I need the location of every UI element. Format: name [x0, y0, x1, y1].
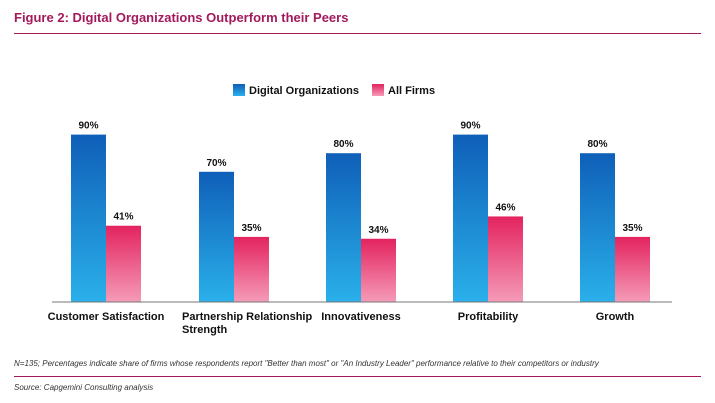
data-label-all-firms: 35% [241, 223, 261, 234]
bar-all-firms [106, 225, 141, 302]
figure-title: Figure 2: Digital Organizations Outperfo… [14, 10, 349, 25]
footnote-rule [14, 376, 701, 377]
data-label-all-firms: 34% [368, 225, 388, 236]
footnote: N=135; Percentages indicate share of fir… [14, 359, 599, 368]
bar-digital-organizations [71, 134, 106, 302]
title-rule [14, 33, 701, 34]
data-label-all-firms: 35% [622, 223, 642, 234]
data-label-digital-organizations: 90% [460, 121, 480, 132]
legend-swatch-all-firms [372, 84, 384, 96]
bar-digital-organizations [199, 171, 234, 302]
category-label: Customer Satisfaction [48, 311, 165, 323]
category-label: Profitability [458, 311, 519, 323]
data-label-all-firms: 41% [113, 212, 133, 223]
category-labels: Customer Satisfaction Partnership Relatio… [48, 311, 635, 336]
bar-all-firms [234, 236, 269, 302]
category-label: Growth [596, 311, 635, 323]
legend-label-all-firms: All Firms [388, 85, 435, 97]
data-label-digital-organizations: 90% [78, 121, 98, 132]
data-label-digital-organizations: 80% [587, 139, 607, 150]
legend-swatch-digital-organizations [233, 84, 245, 96]
bar-all-firms [615, 236, 650, 302]
bars-group: 90% 41% 70% 35% 80% 34% 90% 46% 80% 35% [71, 121, 650, 302]
source-note: Source: Capgemini Consulting analysis [14, 383, 154, 392]
bar-all-firms [488, 216, 523, 302]
data-label-digital-organizations: 70% [206, 158, 226, 169]
bar-chart: Digital Organizations All Firms 90% 41% 70%… [48, 84, 672, 336]
data-label-digital-organizations: 80% [333, 139, 353, 150]
chart-legend: Digital Organizations All Firms [233, 84, 435, 97]
bar-digital-organizations [326, 153, 361, 302]
category-label: Partnership Relationship [182, 311, 312, 323]
category-label: Innovativeness [321, 311, 400, 323]
bar-all-firms [361, 238, 396, 302]
data-label-all-firms: 46% [495, 202, 515, 213]
category-label: Strength [182, 324, 228, 336]
legend-label-digital-organizations: Digital Organizations [249, 85, 359, 97]
bar-digital-organizations [580, 153, 615, 302]
bar-digital-organizations [453, 134, 488, 302]
